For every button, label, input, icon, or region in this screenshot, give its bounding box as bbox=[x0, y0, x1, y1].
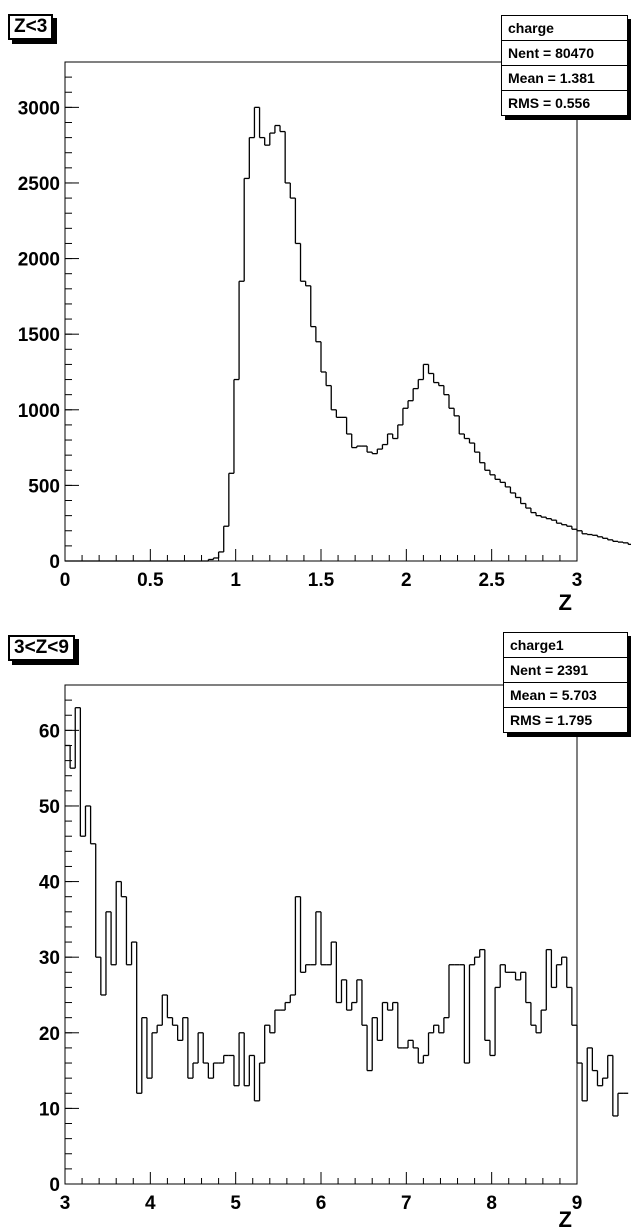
y-tick-label: 30 bbox=[39, 948, 60, 969]
y-tick-label: 60 bbox=[39, 721, 60, 742]
x-tick-label: 0.5 bbox=[137, 570, 164, 591]
stats-entries: Nent = 80470 bbox=[502, 41, 627, 66]
x-axis-title: Z bbox=[559, 1207, 572, 1230]
histogram-plot-top: 0 0.5 1 1.5 2 2.5 3 0 500 1000 1500 2000 2500 3000 Z bbox=[18, 61, 631, 615]
y-tick-label: 1500 bbox=[18, 325, 60, 346]
histogram-series bbox=[65, 707, 629, 1117]
chart-title-bottom: 3<Z<9 bbox=[8, 635, 75, 661]
y-tick-label: 40 bbox=[39, 873, 60, 894]
histogram-series bbox=[65, 106, 631, 562]
x-tick-label: 6 bbox=[316, 1193, 327, 1214]
y-tick-label: 0 bbox=[49, 1175, 60, 1196]
x-tick-label: 1.5 bbox=[308, 570, 335, 591]
x-tick-label: 2 bbox=[401, 570, 412, 591]
histogram-panel-top: 0 0.5 1 1.5 2 2.5 3 0 500 1000 1500 2000 2500 3000 Z Z… bbox=[8, 14, 631, 615]
y-tick-label: 2500 bbox=[18, 174, 60, 195]
y-tick-label: 10 bbox=[39, 1099, 60, 1120]
stats-rms: RMS = 0.556 bbox=[508, 95, 591, 111]
plot-frame bbox=[64, 61, 578, 562]
chart-title-top: Z<3 bbox=[8, 14, 54, 40]
x-tick-label: 1 bbox=[230, 570, 241, 591]
y-tick-label: 2000 bbox=[18, 250, 60, 271]
y-tick-label: 500 bbox=[28, 476, 60, 497]
stats-name: charge1 bbox=[504, 633, 627, 658]
x-tick-label: 5 bbox=[230, 1193, 241, 1214]
stats-rms: RMS = 1.795 bbox=[510, 712, 593, 728]
y-tick-label: 0 bbox=[49, 552, 60, 573]
y-tick-label: 3000 bbox=[18, 98, 60, 119]
stats-mean: Mean = 1.381 bbox=[502, 66, 627, 91]
stats-box-top: charge Nent = 80470 Mean = 1.381 RMS = 0… bbox=[501, 15, 628, 116]
histogram-plot-bottom: 3 4 5 6 7 8 9 0 10 20 30 40 50 60 Z bbox=[39, 684, 629, 1230]
histogram-panel-bottom: 3 4 5 6 7 8 9 0 10 20 30 40 50 60 Z 3<Z<9 charge1 Nent… bbox=[0, 615, 631, 1230]
y-tick-label: 50 bbox=[39, 797, 60, 818]
x-axis-title: Z bbox=[559, 590, 572, 615]
x-tick-label: 3 bbox=[572, 570, 583, 591]
x-tick-label: 0 bbox=[60, 570, 71, 591]
stats-name: charge bbox=[502, 16, 627, 41]
x-tick-label: 3 bbox=[60, 1193, 71, 1214]
x-tick-label: 7 bbox=[401, 1193, 412, 1214]
x-tick-label: 4 bbox=[145, 1193, 156, 1214]
x-tick-label: 9 bbox=[572, 1193, 583, 1214]
stats-mean: Mean = 5.703 bbox=[504, 683, 627, 708]
y-tick-label: 1000 bbox=[18, 401, 60, 422]
stats-box-bottom: charge1 Nent = 2391 Mean = 5.703 RMS = 1… bbox=[503, 632, 628, 733]
x-tick-label: 8 bbox=[486, 1193, 497, 1214]
x-tick-label: 2.5 bbox=[478, 570, 505, 591]
stats-entries: Nent = 2391 bbox=[504, 658, 627, 683]
y-tick-label: 20 bbox=[39, 1024, 60, 1045]
